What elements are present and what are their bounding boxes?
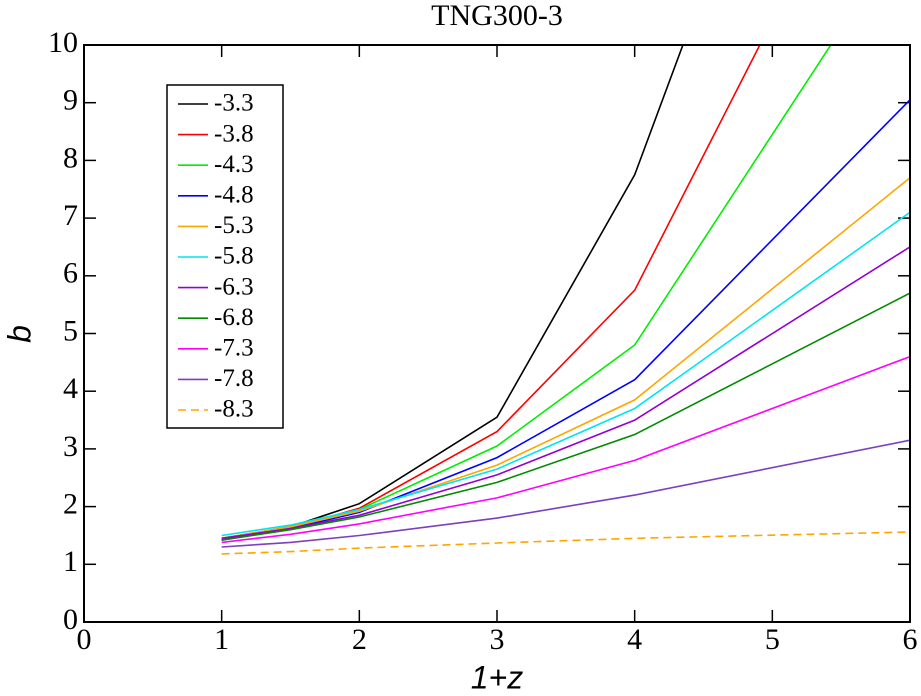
x-tick-label: 3 (490, 623, 505, 656)
legend-label: -8.3 (214, 396, 254, 423)
series-line (221, 355, 910, 544)
y-tick-label: 5 (63, 314, 78, 347)
legend-label: -4.3 (214, 151, 254, 178)
series-line (221, 531, 910, 555)
plot-lines (221, 45, 910, 555)
y-tick-label: 6 (63, 257, 78, 290)
x-tick-label: 1 (214, 623, 229, 656)
x-axis-label: 1+z (471, 659, 523, 695)
legend-label: -6.3 (214, 273, 254, 300)
series-line (221, 177, 910, 540)
x-tick-label: 5 (765, 623, 780, 656)
legend-label: -6.8 (214, 304, 254, 331)
y-tick-label: 8 (63, 141, 78, 174)
legend-label: -7.8 (214, 365, 254, 392)
y-axis-label: b (1, 325, 37, 343)
y-tick-label: 9 (63, 84, 78, 117)
legend-label: -7.3 (214, 335, 254, 362)
legend-label: -5.8 (214, 243, 254, 270)
legend-label: -5.3 (214, 212, 254, 239)
plot-frame (83, 44, 911, 623)
series-line (221, 292, 910, 541)
x-tick-label: 6 (903, 623, 918, 656)
y-tick-label: 4 (63, 372, 78, 405)
series-line (221, 45, 832, 540)
y-tick-label: 0 (63, 603, 78, 636)
chart-title: TNG300-3 (431, 0, 563, 32)
series-line (221, 246, 910, 540)
y-tick-label: 1 (63, 545, 78, 578)
legend-label: -4.8 (214, 182, 254, 209)
series-line (221, 439, 910, 548)
x-tick-label: 4 (627, 623, 642, 656)
x-tick-label: 0 (77, 623, 92, 656)
y-tick-label: 7 (63, 199, 78, 232)
legend-label: -3.3 (214, 90, 254, 117)
series-line (221, 211, 910, 537)
x-tick-label: 2 (352, 623, 367, 656)
legend: -3.3 -3.8 -4.3 -4.8 -5.3 -5.8 -6.3 -6.8 -7.3 -7.8… (166, 84, 284, 429)
y-tick-label: 10 (48, 26, 78, 59)
y-tick-label: 3 (63, 430, 78, 463)
y-tick-label: 2 (63, 487, 78, 520)
series-line (221, 99, 910, 541)
legend-label: -3.8 (214, 120, 254, 147)
